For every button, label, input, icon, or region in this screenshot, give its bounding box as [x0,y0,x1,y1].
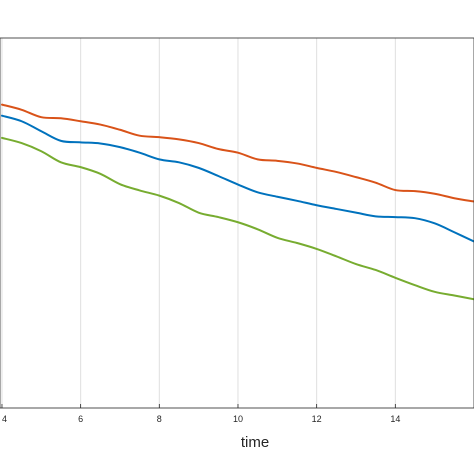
x-tick-label: 4 [2,414,7,424]
x-ticks: 4 6 8 10 12 14 [1,404,400,424]
x-tick-label: 10 [233,414,243,424]
x-tick-label: 6 [78,414,83,424]
series-line-1 [0,103,474,203]
x-tick-label: 14 [390,414,400,424]
series-line-2 [0,114,474,243]
x-axis-title: time [241,434,269,451]
x-tick-label: 8 [157,414,162,424]
plot-frame [0,37,474,409]
series-group [0,103,474,301]
series-line-3 [0,136,474,301]
x-tick-label: 12 [312,414,322,424]
grid-lines [1,38,396,408]
